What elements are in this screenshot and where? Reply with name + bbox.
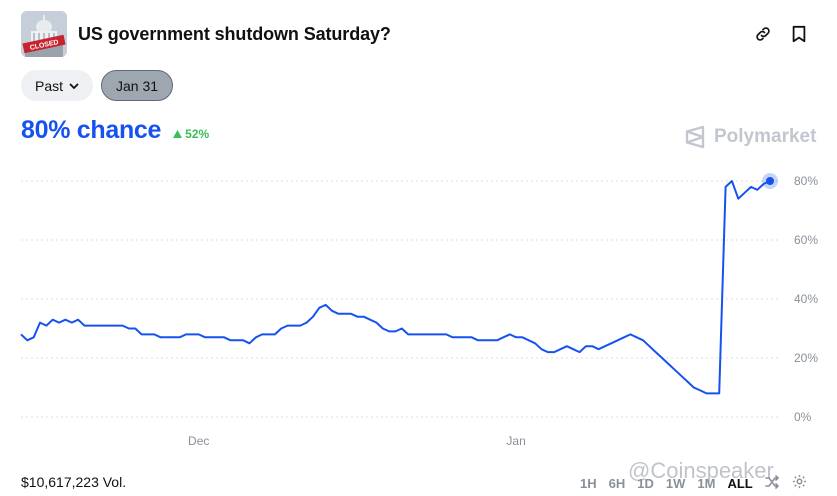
range-all[interactable]: ALL — [727, 475, 753, 491]
change-value: 52% — [185, 127, 210, 141]
time-range-selector: 1H 6H 1D 1W 1M ALL — [580, 474, 807, 492]
polymarket-icon — [685, 125, 705, 149]
market-header: CLOSED US government shutdown Saturday? — [21, 11, 817, 57]
y-tick-label: 0% — [794, 410, 812, 424]
date-pill-label: Jan 31 — [116, 77, 159, 94]
range-1h[interactable]: 1H — [580, 475, 597, 491]
date-pill-jan-31[interactable]: Jan 31 — [101, 70, 174, 101]
x-tick-label: Dec — [188, 434, 209, 448]
range-6h[interactable]: 6H — [608, 475, 626, 491]
range-1w[interactable]: 1W — [665, 475, 686, 491]
polymarket-logo: Polymarket — [684, 125, 816, 149]
settings-gear-icon[interactable] — [792, 474, 807, 492]
y-tick-label: 40% — [794, 292, 818, 306]
probability-chart: 80% 60% 40% 20% 0% Dec Jan — [20, 173, 818, 448]
change-badge: 52% — [173, 127, 209, 141]
coinspeaker-watermark: @Coinspeaker — [628, 458, 774, 483]
shuffle-icon[interactable] — [764, 474, 780, 492]
bookmark-icon[interactable] — [789, 24, 809, 44]
range-1m[interactable]: 1M — [697, 475, 716, 491]
x-tick-label: Jan — [506, 434, 525, 448]
market-thumbnail: CLOSED — [21, 11, 67, 57]
current-point — [766, 177, 774, 185]
past-dropdown[interactable]: Past — [21, 70, 94, 101]
range-1d[interactable]: 1D — [637, 475, 654, 491]
y-tick-label: 60% — [794, 233, 818, 247]
y-tick-label: 20% — [794, 351, 818, 365]
market-title: US government shutdown Saturday? — [78, 23, 391, 44]
past-dropdown-label: Past — [35, 77, 64, 94]
triangle-up-icon — [173, 130, 183, 138]
volume-label: $10,617,223 Vol. — [21, 474, 127, 490]
polymarket-wordmark: Polymarket — [714, 126, 817, 147]
chevron-down-icon — [69, 83, 79, 89]
y-tick-label: 80% — [794, 174, 818, 188]
link-icon[interactable] — [753, 24, 773, 44]
chance-value: 80% chance — [21, 116, 162, 144]
chance-series-line — [20, 180, 771, 395]
chance-summary: 80% chance 52% — [21, 116, 209, 145]
